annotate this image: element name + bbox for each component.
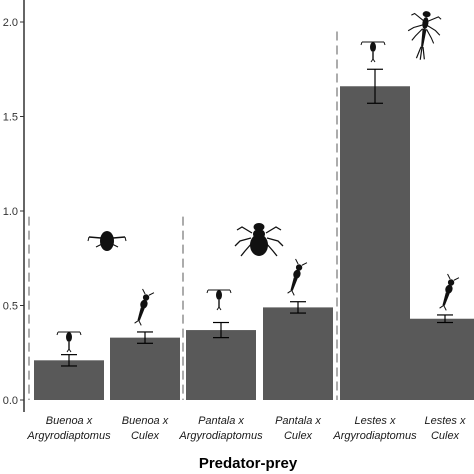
copepod-icon [206, 289, 232, 311]
bar [34, 360, 104, 400]
dragonfly-larva-icon [234, 223, 284, 257]
x-tick-label-line1: Buenoa x [46, 415, 93, 427]
organism-icons [56, 11, 460, 353]
x-tick-label-line1: Lestes x [355, 415, 396, 427]
group-separators [28, 31, 338, 400]
y-tick-label: 1.0 [3, 206, 18, 218]
x-tick-label-line2: Argyrodiaptomus [178, 430, 263, 442]
mosquito-larva-icon [134, 288, 155, 326]
x-tick-label: Lestes x Argyrodiaptomus [332, 415, 417, 442]
x-tick-label-line2: Argyrodiaptomus [26, 430, 111, 442]
error-bar [61, 354, 77, 367]
x-tick-label-line1: Buenoa x [122, 415, 169, 427]
error-bar [137, 331, 153, 344]
copepod-icon [360, 41, 386, 63]
x-tick-label-line1: Lestes x [425, 415, 466, 427]
error-bars [61, 68, 453, 367]
x-tick-label: Buenoa x Culex [122, 415, 169, 442]
bar [263, 307, 333, 400]
x-tick-label-line1: Pantala x [198, 415, 244, 427]
mosquito-larva-icon [287, 258, 308, 296]
error-bar [290, 301, 306, 314]
y-axis: 0.0 0.5 1.0 1.5 2.0 [3, 17, 24, 407]
error-bar [213, 321, 229, 339]
x-axis-title: Predator-prey [199, 455, 298, 472]
y-tick-label: 0.0 [3, 395, 18, 407]
bar [340, 86, 410, 400]
damselfly-larva-icon [407, 11, 442, 60]
bar [186, 330, 256, 400]
x-tick-label: Lestes x Culex [425, 415, 466, 442]
error-bar [437, 314, 453, 324]
y-tick-label: 1.5 [3, 112, 18, 124]
bars [34, 86, 474, 400]
mosquito-larva-icon [439, 273, 460, 311]
error-bar [367, 68, 383, 104]
bar [110, 337, 180, 400]
x-tick-label-line2: Argyrodiaptomus [332, 430, 417, 442]
x-tick-label: Buenoa x Argyrodiaptomus [26, 415, 111, 442]
copepod-icon [56, 331, 82, 353]
x-tick-label-line2: Culex [284, 430, 313, 442]
x-tick-label-line2: Culex [131, 430, 160, 442]
bar [410, 318, 474, 400]
y-tick-label: 2.0 [3, 17, 18, 29]
y-tick-label: 0.5 [3, 301, 18, 313]
x-tick-label-line1: Pantala x [275, 415, 321, 427]
x-tick-label-line2: Culex [431, 430, 460, 442]
x-tick-label: Pantala x Culex [275, 415, 321, 442]
x-tick-label: Pantala x Argyrodiaptomus [178, 415, 263, 442]
backswimmer-icon [87, 231, 127, 251]
